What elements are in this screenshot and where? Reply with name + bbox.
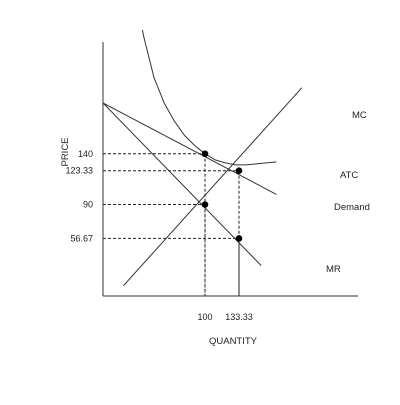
y-tick-label-2: 90	[83, 200, 93, 210]
x-tick-label-1: 133.33	[225, 312, 253, 322]
curves	[103, 30, 303, 287]
axes	[102, 42, 358, 297]
point-marker-3	[235, 235, 243, 242]
x-tick-label-0: 100	[197, 312, 212, 322]
point-marker-1	[235, 167, 243, 174]
series-label-mc: MC	[352, 110, 367, 121]
labels: PRICE QUANTITY MC ATC Demand MR	[60, 110, 370, 347]
y-tick-label-3: 56.67	[70, 233, 93, 243]
series-line-mr	[103, 102, 262, 266]
series-line-demand	[103, 102, 277, 195]
series-label-atc: ATC	[340, 170, 358, 181]
series-label-demand: Demand	[334, 202, 370, 213]
y-tick-label-0: 140	[78, 149, 93, 159]
y-tick-label-1: 123.33	[65, 166, 93, 176]
series-line-mc	[123, 87, 303, 287]
point-marker-0	[201, 150, 209, 158]
point-marker-2	[201, 201, 209, 208]
markers	[201, 150, 243, 242]
guide-lines	[103, 153, 240, 296]
y-axis-title: PRICE	[60, 137, 71, 166]
tick-labels: 140 123.33 90 56.67 100 133.33	[65, 149, 252, 322]
x-axis-title: QUANTITY	[209, 336, 258, 347]
series-line-atc	[141, 30, 277, 166]
series-label-mr: MR	[326, 264, 341, 275]
